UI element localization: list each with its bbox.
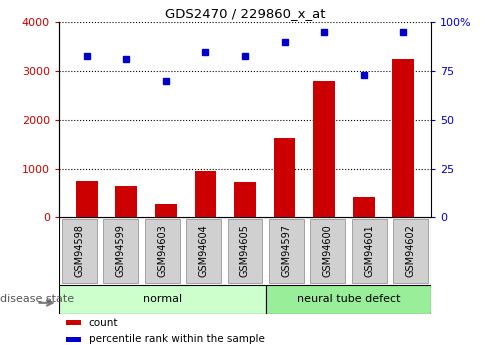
- Bar: [66, 337, 81, 342]
- FancyBboxPatch shape: [269, 219, 304, 283]
- FancyBboxPatch shape: [352, 219, 387, 283]
- Bar: [155, 204, 177, 217]
- FancyBboxPatch shape: [393, 219, 428, 283]
- Bar: [234, 182, 256, 217]
- FancyBboxPatch shape: [103, 219, 138, 283]
- Bar: [76, 181, 98, 217]
- Text: percentile rank within the sample: percentile rank within the sample: [89, 334, 265, 344]
- Text: disease state: disease state: [0, 294, 74, 304]
- Bar: [266, 285, 431, 314]
- Text: GSM94605: GSM94605: [240, 225, 250, 277]
- Text: GSM94604: GSM94604: [198, 225, 209, 277]
- Bar: [313, 81, 335, 217]
- Text: normal: normal: [143, 294, 182, 304]
- FancyBboxPatch shape: [228, 219, 262, 283]
- Bar: [59, 285, 266, 314]
- FancyBboxPatch shape: [310, 219, 345, 283]
- Text: GSM94601: GSM94601: [364, 225, 374, 277]
- Bar: [353, 197, 375, 217]
- Text: GSM94597: GSM94597: [281, 225, 292, 277]
- Text: GSM94602: GSM94602: [406, 225, 416, 277]
- Text: neural tube defect: neural tube defect: [296, 294, 400, 304]
- Bar: [115, 186, 137, 217]
- Bar: [274, 138, 295, 217]
- Title: GDS2470 / 229860_x_at: GDS2470 / 229860_x_at: [165, 7, 325, 20]
- Text: GSM94603: GSM94603: [157, 225, 167, 277]
- FancyBboxPatch shape: [186, 219, 221, 283]
- Text: GSM94600: GSM94600: [323, 225, 333, 277]
- Bar: [195, 171, 216, 217]
- Text: GSM94598: GSM94598: [74, 225, 84, 277]
- FancyBboxPatch shape: [145, 219, 180, 283]
- Bar: [66, 320, 81, 325]
- Text: GSM94599: GSM94599: [116, 225, 126, 277]
- Text: count: count: [89, 318, 118, 328]
- Bar: [392, 59, 414, 217]
- FancyBboxPatch shape: [62, 219, 97, 283]
